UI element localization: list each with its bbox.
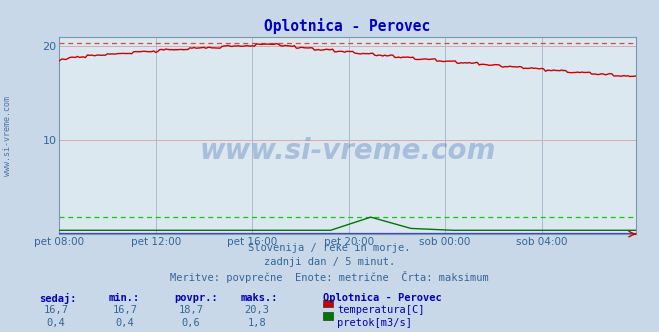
Text: 0,4: 0,4	[47, 318, 65, 328]
Text: temperatura[C]: temperatura[C]	[337, 305, 425, 315]
Text: maks.:: maks.:	[241, 293, 278, 303]
Text: zadnji dan / 5 minut.: zadnji dan / 5 minut.	[264, 257, 395, 267]
Text: 16,7: 16,7	[113, 305, 138, 315]
Text: 0,6: 0,6	[182, 318, 200, 328]
Text: 16,7: 16,7	[43, 305, 69, 315]
Text: Slovenija / reke in morje.: Slovenija / reke in morje.	[248, 243, 411, 253]
Text: www.si-vreme.com: www.si-vreme.com	[3, 96, 13, 176]
Text: 1,8: 1,8	[248, 318, 266, 328]
Text: www.si-vreme.com: www.si-vreme.com	[200, 137, 496, 165]
Text: sedaj:: sedaj:	[40, 293, 77, 304]
Text: 18,7: 18,7	[179, 305, 204, 315]
Text: 0,4: 0,4	[116, 318, 134, 328]
Text: pretok[m3/s]: pretok[m3/s]	[337, 318, 413, 328]
Text: povpr.:: povpr.:	[175, 293, 218, 303]
Text: Meritve: povprečne  Enote: metrične  Črta: maksimum: Meritve: povprečne Enote: metrične Črta:…	[170, 271, 489, 283]
Text: min.:: min.:	[109, 293, 140, 303]
Text: 20,3: 20,3	[244, 305, 270, 315]
Title: Oplotnica - Perovec: Oplotnica - Perovec	[264, 18, 431, 34]
Text: Oplotnica - Perovec: Oplotnica - Perovec	[323, 293, 442, 303]
